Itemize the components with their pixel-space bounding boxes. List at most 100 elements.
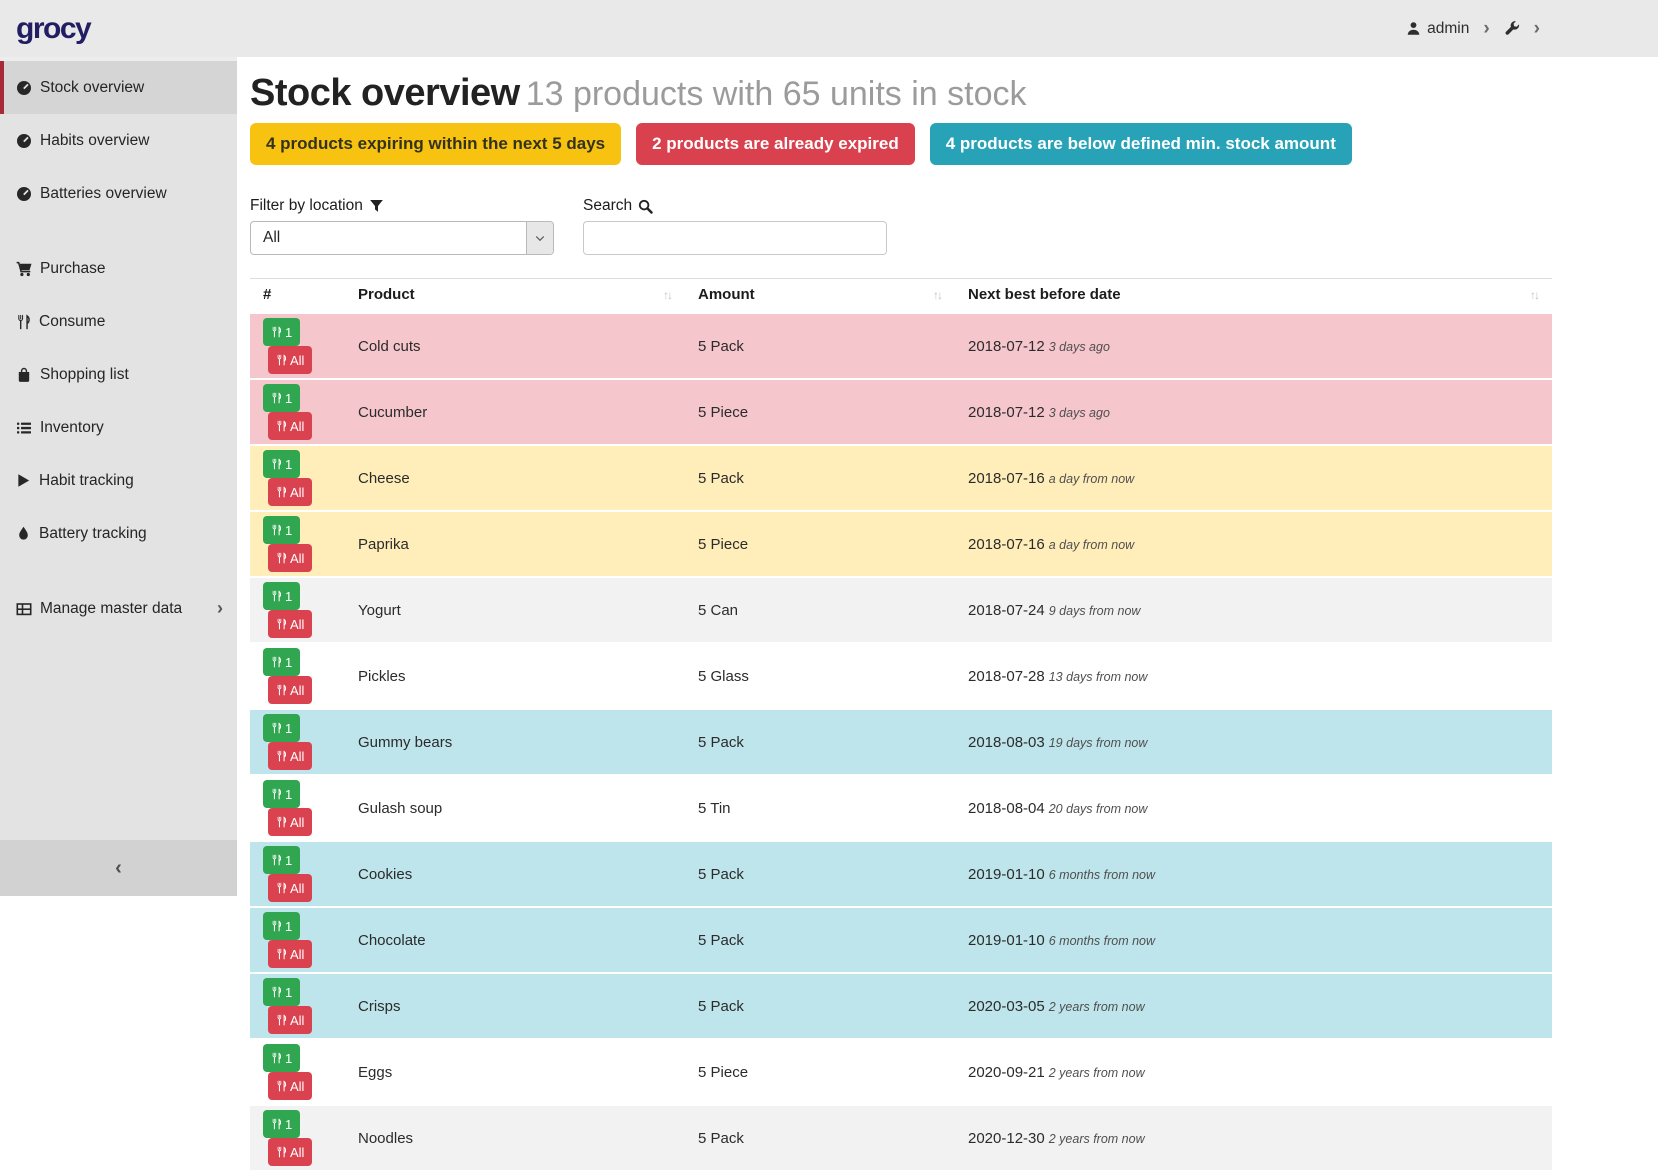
sidebar-item-batteries-overview[interactable]: Batteries overview bbox=[0, 167, 237, 220]
consume-all-button[interactable]: All bbox=[268, 676, 312, 704]
col-header-product[interactable]: Product↑↓ bbox=[345, 279, 685, 314]
utensils-icon bbox=[276, 749, 287, 763]
filter-funnel-icon bbox=[369, 199, 384, 214]
col-header-date[interactable]: Next best before date↑↓ bbox=[955, 279, 1552, 314]
col-header-number[interactable]: # bbox=[250, 279, 345, 314]
product-name: Yogurt bbox=[345, 577, 685, 643]
main-content: Stock overview13 products with 65 units … bbox=[237, 57, 1658, 896]
sidebar-item-battery-tracking[interactable]: Battery tracking bbox=[0, 507, 237, 560]
consume-one-button[interactable]: 1 bbox=[263, 582, 300, 610]
consume-one-button[interactable]: 1 bbox=[263, 846, 300, 874]
best-before-date: 2020-09-21 bbox=[968, 1064, 1045, 1081]
relative-time: 3 days ago bbox=[1049, 340, 1110, 354]
product-amount: 5 Pack bbox=[685, 841, 955, 907]
status-badge[interactable]: 4 products expiring within the next 5 da… bbox=[250, 123, 621, 165]
best-before-date: 2018-08-04 bbox=[968, 800, 1045, 817]
chevron-down-icon[interactable] bbox=[526, 222, 553, 254]
sidebar-item-stock-overview[interactable]: Stock overview bbox=[0, 61, 237, 114]
product-name: Gummy bears bbox=[345, 709, 685, 775]
consume-one-button[interactable]: 1 bbox=[263, 516, 300, 544]
utensils-icon bbox=[271, 787, 282, 801]
sidebar-item-consume[interactable]: Consume bbox=[0, 295, 237, 348]
sort-icon[interactable]: ↑↓ bbox=[1530, 288, 1538, 302]
consume-one-button[interactable]: 1 bbox=[263, 450, 300, 478]
best-before-date: 2018-07-24 bbox=[968, 602, 1045, 619]
utensils-icon bbox=[271, 919, 282, 933]
table-row: 1All Crisps 5 Pack 2020-03-052 years fro… bbox=[250, 973, 1552, 1039]
sidebar-item-shopping-list[interactable]: Shopping list bbox=[0, 348, 237, 401]
relative-time: 2 years from now bbox=[1049, 1000, 1145, 1014]
utensils-icon bbox=[276, 683, 287, 697]
search-input[interactable] bbox=[583, 221, 887, 255]
consume-all-button[interactable]: All bbox=[268, 412, 312, 440]
consume-all-button[interactable]: All bbox=[268, 1138, 312, 1166]
product-name: Chocolate bbox=[345, 907, 685, 973]
sidebar-item-habits-overview[interactable]: Habits overview bbox=[0, 114, 237, 167]
consume-all-button[interactable]: All bbox=[268, 1072, 312, 1100]
top-navbar: grocy admin › › bbox=[0, 0, 1658, 57]
consume-one-button[interactable]: 1 bbox=[263, 1110, 300, 1138]
consume-one-button[interactable]: 1 bbox=[263, 912, 300, 940]
chevron-right-icon[interactable]: › bbox=[1534, 19, 1540, 38]
status-badges: 4 products expiring within the next 5 da… bbox=[250, 123, 1658, 165]
sort-icon[interactable]: ↑↓ bbox=[663, 288, 671, 302]
sidebar-item-manage-master-data[interactable]: Manage master data › bbox=[0, 582, 237, 635]
consume-one-button[interactable]: 1 bbox=[263, 1044, 300, 1072]
table-row: 1All Cucumber 5 Piece 2018-07-123 days a… bbox=[250, 379, 1552, 445]
product-amount: 5 Pack bbox=[685, 709, 955, 775]
utensils-icon bbox=[271, 325, 282, 339]
user-name: admin bbox=[1427, 20, 1469, 38]
consume-one-button[interactable]: 1 bbox=[263, 714, 300, 742]
wrench-icon[interactable] bbox=[1504, 21, 1520, 37]
consume-all-button[interactable]: All bbox=[268, 742, 312, 770]
consume-one-button[interactable]: 1 bbox=[263, 978, 300, 1006]
consume-one-button[interactable]: 1 bbox=[263, 648, 300, 676]
stock-table: # Product↑↓ Amount↑↓ Next best before da… bbox=[250, 278, 1552, 1170]
col-header-amount[interactable]: Amount↑↓ bbox=[685, 279, 955, 314]
chevron-right-icon[interactable]: › bbox=[1483, 19, 1489, 38]
product-amount: 5 Pack bbox=[685, 1105, 955, 1170]
app-logo[interactable]: grocy bbox=[16, 12, 90, 46]
consume-one-button[interactable]: 1 bbox=[263, 384, 300, 412]
table-row: 1All Chocolate 5 Pack 2019-01-106 months… bbox=[250, 907, 1552, 973]
utensils-icon bbox=[276, 947, 287, 961]
table-row: 1All Gulash soup 5 Tin 2018-08-0420 days… bbox=[250, 775, 1552, 841]
consume-one-button[interactable]: 1 bbox=[263, 780, 300, 808]
consume-all-button[interactable]: All bbox=[268, 874, 312, 902]
user-icon bbox=[1406, 21, 1421, 36]
consume-one-button[interactable]: 1 bbox=[263, 318, 300, 346]
sidebar-item-purchase[interactable]: Purchase bbox=[0, 242, 237, 295]
search-control: Search bbox=[583, 197, 887, 255]
relative-time: 13 days from now bbox=[1049, 670, 1148, 684]
table-row: 1All Cookies 5 Pack 2019-01-106 months f… bbox=[250, 841, 1552, 907]
relative-time: 9 days from now bbox=[1049, 604, 1141, 618]
consume-all-button[interactable]: All bbox=[268, 346, 312, 374]
utensils-icon bbox=[271, 589, 282, 603]
status-badge[interactable]: 2 products are already expired bbox=[636, 123, 915, 165]
consume-all-button[interactable]: All bbox=[268, 478, 312, 506]
sidebar-collapse-button[interactable]: ‹ bbox=[0, 840, 237, 896]
tachometer-icon bbox=[16, 186, 32, 202]
best-before-cell: 2018-07-24 9 days from now bbox=[955, 577, 1552, 643]
best-before-cell: 2018-07-16a day from now bbox=[955, 445, 1552, 511]
consume-all-button[interactable]: All bbox=[268, 808, 312, 836]
table-row: 1All Cheese 5 Pack 2018-07-16a day from … bbox=[250, 445, 1552, 511]
consume-all-button[interactable]: All bbox=[268, 544, 312, 572]
relative-time: 6 months from now bbox=[1049, 868, 1155, 882]
best-before-date: 2018-07-12 bbox=[968, 338, 1045, 355]
list-icon bbox=[16, 420, 32, 436]
user-menu[interactable]: admin bbox=[1406, 20, 1469, 38]
location-filter-select[interactable]: All bbox=[250, 221, 554, 255]
best-before-date: 2018-07-12 bbox=[968, 404, 1045, 421]
consume-all-button[interactable]: All bbox=[268, 940, 312, 968]
status-badge[interactable]: 4 products are below defined min. stock … bbox=[930, 123, 1352, 165]
utensils-icon bbox=[276, 353, 287, 367]
consume-all-button[interactable]: All bbox=[268, 1006, 312, 1034]
search-label: Search bbox=[583, 197, 887, 215]
sort-icon[interactable]: ↑↓ bbox=[933, 288, 941, 302]
consume-all-button[interactable]: All bbox=[268, 610, 312, 638]
product-name: Gulash soup bbox=[345, 775, 685, 841]
chevron-right-icon: › bbox=[217, 598, 223, 619]
sidebar-item-habit-tracking[interactable]: Habit tracking bbox=[0, 454, 237, 507]
sidebar-item-inventory[interactable]: Inventory bbox=[0, 401, 237, 454]
